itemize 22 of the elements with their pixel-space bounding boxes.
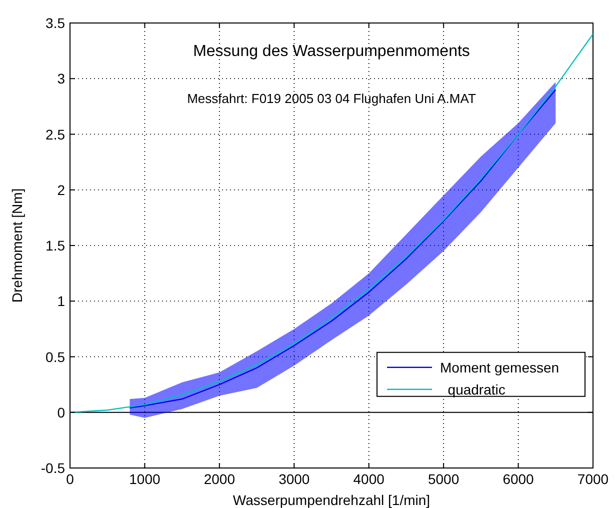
y-tick-label: 3.5 (46, 15, 66, 31)
x-tick-label: 3000 (278, 471, 310, 487)
legend-label: quadratic (440, 381, 506, 398)
y-tick-label: -0.5 (40, 460, 66, 476)
text: Messfahrt: F019 2005 03 04 Flughafen Uni A.MAT (187, 91, 476, 106)
x-tick-label: 6000 (502, 471, 534, 487)
y-tick-label: 0.5 (46, 348, 66, 365)
y-tick-label: 3 (57, 70, 66, 87)
x-tick-label: 5000 (428, 471, 460, 487)
y-axis-title: Drehmoment [Nm] (9, 188, 25, 303)
y-tick-label: 2.5 (46, 126, 66, 142)
y-tick-label: 1.5 (46, 238, 66, 254)
y-tick-label: 0 (57, 404, 66, 420)
text: Messung des Wasserpumpenmoments (193, 43, 470, 60)
y-tick-label: 1 (57, 293, 66, 310)
x-axis-title: Wasserpumpendrehzahl [1/min] (232, 492, 430, 508)
x-tick-label: 1000 (129, 471, 160, 487)
x-tick-label: 2000 (204, 471, 236, 487)
legend-label: Moment gemessen (440, 359, 560, 376)
x-tick-label: 4000 (353, 471, 385, 487)
y-tick-label: 2 (57, 182, 66, 198)
x-tick-label: 7000 (577, 471, 609, 487)
